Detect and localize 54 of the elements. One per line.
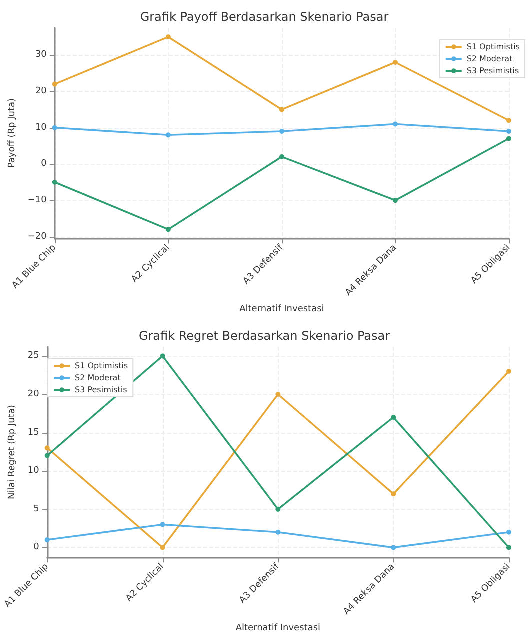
y-tick-label: 20 <box>35 86 48 97</box>
point <box>279 107 284 112</box>
y-axis-title: Nilai Regret (Rp Juta) <box>8 405 18 500</box>
point <box>44 446 50 451</box>
y-tick-label: −20 <box>28 232 48 242</box>
point <box>44 453 50 458</box>
point <box>391 414 396 420</box>
point <box>506 545 512 550</box>
point <box>52 82 58 87</box>
legend-label: S3 Pesimistis <box>75 386 128 394</box>
legend-label: S1 Optimistis <box>75 362 128 370</box>
y-tick-label: 10 <box>35 122 48 133</box>
point <box>392 122 398 127</box>
point <box>276 392 281 397</box>
point <box>44 538 50 543</box>
legend-label: S1 Optimistis <box>466 42 520 52</box>
chart-title: Grafik Regret Berdasarkan Skenario Pasar <box>138 329 390 343</box>
point <box>391 545 396 550</box>
y-tick-label: −10 <box>28 196 48 206</box>
point <box>160 522 166 528</box>
x-axis-title: Alternatif Investasi <box>236 624 321 634</box>
legend-label: S2 Moderat <box>75 374 121 382</box>
point <box>52 125 58 130</box>
y-tick-label: 5 <box>34 504 40 514</box>
point <box>166 132 171 138</box>
point <box>506 369 512 374</box>
x-axis-title: Alternatif Investasi <box>240 304 324 314</box>
y-tick-label: 20 <box>28 389 40 400</box>
point <box>160 354 166 359</box>
point <box>276 530 281 535</box>
point <box>506 129 512 134</box>
y-tick-label: 15 <box>28 428 40 438</box>
point <box>392 198 398 204</box>
y-tick-label: 10 <box>28 466 40 476</box>
point <box>391 492 396 497</box>
point <box>506 136 512 142</box>
chart-title: Grafik Payoff Berdasarkan Skenario Pasar <box>140 10 389 24</box>
point <box>276 506 281 512</box>
point <box>279 154 284 160</box>
y-tick-label: 25 <box>28 351 40 362</box>
point <box>166 34 171 40</box>
point <box>506 118 512 124</box>
point <box>392 60 398 66</box>
point <box>166 227 171 232</box>
legend-label: S3 Pesimistis <box>466 66 520 76</box>
y-tick-label: 30 <box>35 50 48 60</box>
point <box>52 180 58 185</box>
y-tick-label: 0 <box>41 159 48 170</box>
point <box>160 545 166 550</box>
legend-label: S2 Moderat <box>466 54 513 64</box>
point <box>506 530 512 535</box>
point <box>279 129 284 134</box>
y-axis-title: Payoff (Rp Juta) <box>8 98 18 168</box>
y-tick-label: 0 <box>34 542 40 553</box>
